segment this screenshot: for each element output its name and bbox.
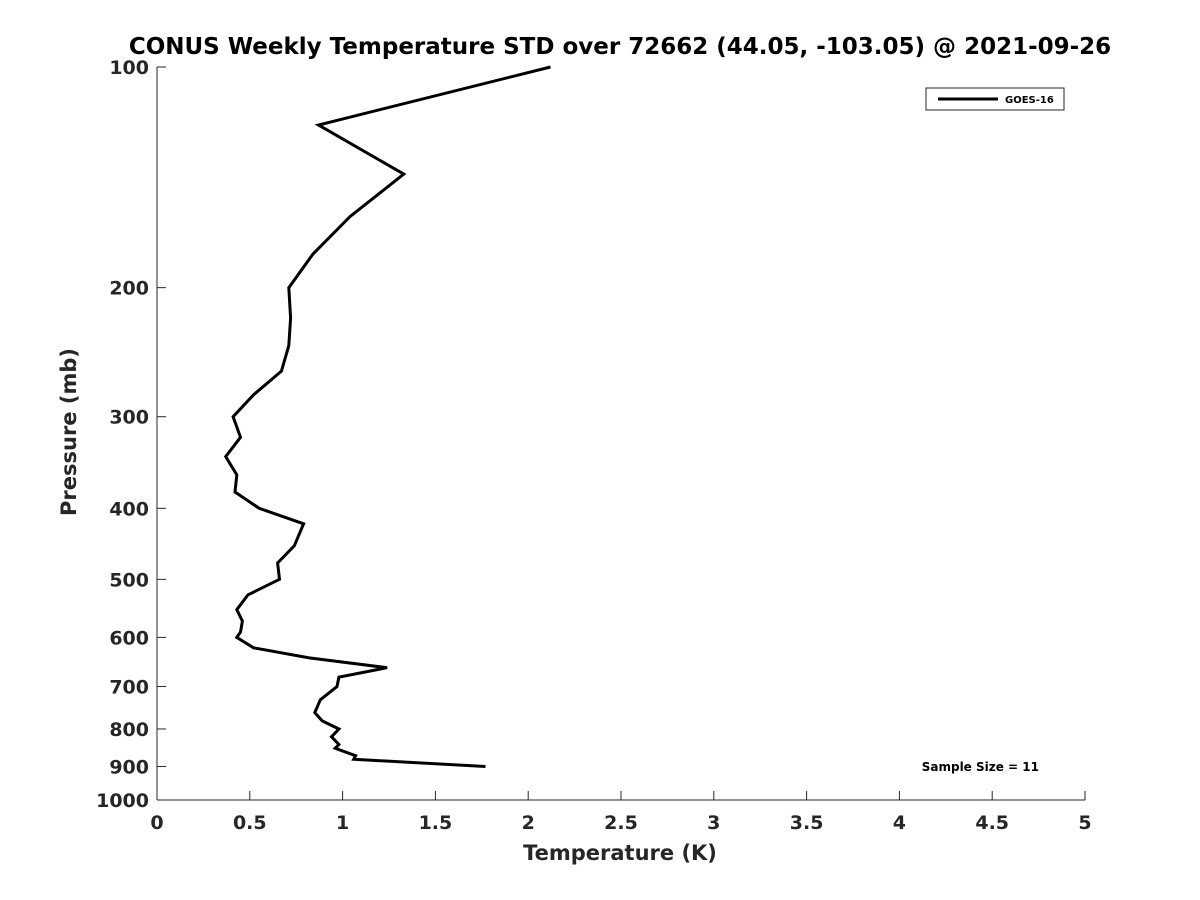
x-tick-label: 0.5 bbox=[233, 812, 267, 834]
x-tick-label: 4 bbox=[893, 812, 906, 834]
chart-title: CONUS Weekly Temperature STD over 72662 … bbox=[129, 34, 1111, 60]
y-tick-label: 500 bbox=[109, 569, 149, 591]
x-tick-label: 1 bbox=[336, 812, 349, 834]
x-tick-label: 2.5 bbox=[604, 812, 638, 834]
y-tick-label: 800 bbox=[109, 719, 149, 741]
y-tick-label: 300 bbox=[109, 407, 149, 429]
y-tick-label: 100 bbox=[109, 57, 149, 79]
x-axis-label: Temperature (K) bbox=[523, 841, 717, 865]
x-tick-label: 4.5 bbox=[975, 812, 1009, 834]
x-tick-label: 5 bbox=[1078, 812, 1091, 834]
sample-size-annotation: Sample Size = 11 bbox=[922, 760, 1039, 774]
series-line-goes-16 bbox=[223, 65, 551, 768]
x-tick-label: 3 bbox=[707, 812, 720, 834]
x-tick-label: 1.5 bbox=[419, 812, 453, 834]
y-tick-label: 200 bbox=[109, 278, 149, 300]
x-tick-label: 0 bbox=[150, 812, 163, 834]
legend-label: GOES-16 bbox=[1005, 95, 1054, 106]
axes bbox=[156, 67, 1085, 801]
x-tick-label: 2 bbox=[522, 812, 535, 834]
y-tick-label: 400 bbox=[109, 498, 149, 520]
y-tick-label: 900 bbox=[109, 756, 149, 778]
y-axis-label: Pressure (mb) bbox=[57, 348, 81, 516]
y-tick-label: 600 bbox=[109, 627, 149, 649]
series-layer bbox=[223, 65, 551, 768]
y-tick-label: 700 bbox=[109, 676, 149, 698]
legend: GOES-16 bbox=[925, 87, 1065, 111]
y-ticks: 100 200 300 400 500 600 700 800 900 1000 bbox=[96, 57, 166, 812]
y-tick-label: 1000 bbox=[96, 790, 149, 812]
x-tick-label: 3.5 bbox=[790, 812, 824, 834]
x-ticks: 0 0.5 1 1.5 2 2.5 3 3.5 4 4.5 5 bbox=[150, 791, 1092, 834]
